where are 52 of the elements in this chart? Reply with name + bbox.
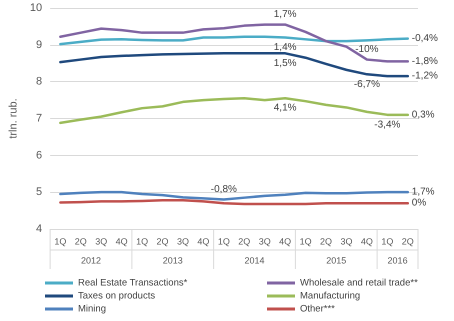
y-tick-label: 6 bbox=[36, 149, 42, 162]
y-tick-label: 5 bbox=[36, 186, 42, 198]
text: 2016 bbox=[388, 256, 408, 266]
annotation: -1,2% bbox=[412, 70, 438, 82]
x-tick-label: 1Q bbox=[218, 236, 230, 246]
annotation: -10% bbox=[355, 44, 379, 56]
annotation: 1,4% bbox=[274, 42, 297, 53]
annotation: -3,4% bbox=[374, 119, 401, 130]
y-tick-label: 10 bbox=[30, 2, 42, 14]
line-series bbox=[59, 52, 410, 78]
y-tick-label: 9 bbox=[36, 38, 42, 51]
x-tick-label: 1Q bbox=[54, 236, 66, 246]
annotation: 0,3% bbox=[412, 109, 435, 120]
x-tick-label: 3Q bbox=[95, 236, 108, 246]
text: 2013 bbox=[162, 256, 183, 266]
x-tick-label: 1Q bbox=[300, 236, 312, 246]
annotation: 4,1% bbox=[274, 102, 297, 114]
annotation: -6,7% bbox=[354, 78, 380, 90]
y-tick-label: 7 bbox=[36, 112, 42, 124]
x-tick-label: 3Q bbox=[340, 236, 352, 246]
x-tick-label: 2Q bbox=[74, 236, 87, 246]
x-tick-label: 1Q bbox=[381, 236, 394, 246]
y-axis-title: trln. rub. bbox=[8, 98, 20, 139]
y-tick-label: 8 bbox=[36, 76, 42, 88]
legend-label: Real Estate Transactions* bbox=[78, 278, 188, 288]
annotation: -1,8% bbox=[412, 56, 438, 67]
x-tick-label: 4Q bbox=[197, 236, 210, 246]
x-tick-label: 1Q bbox=[136, 236, 148, 246]
legend-label: Mining bbox=[78, 304, 106, 314]
legend-label: Taxes on products bbox=[78, 290, 156, 302]
annotation: 1,5% bbox=[274, 58, 297, 69]
x-tick-label: 2Q bbox=[320, 236, 332, 246]
annotation: 0% bbox=[412, 198, 426, 209]
text: 2012 bbox=[80, 256, 102, 266]
x-tick-label: 4Q bbox=[116, 236, 128, 246]
annotation: 1,7% bbox=[412, 186, 435, 198]
y-tick-label: 4 bbox=[36, 223, 42, 235]
x-tick-label: 3Q bbox=[258, 236, 271, 246]
x-tick-label: 4Q bbox=[360, 236, 373, 246]
annotation: -0,4% bbox=[412, 33, 438, 44]
x-tick-label: 3Q bbox=[176, 236, 189, 246]
annotation: -0,8% bbox=[210, 184, 238, 196]
x-tick-label: 2Q bbox=[238, 236, 250, 246]
text: 2015 bbox=[326, 256, 346, 266]
legend-label: Other*** bbox=[300, 304, 336, 314]
legend-label: Wholesale and retail trade** bbox=[300, 278, 418, 288]
x-tick-label: 2Q bbox=[156, 236, 169, 246]
text: 2014 bbox=[244, 256, 265, 266]
x-tick-label: 4Q bbox=[279, 236, 292, 246]
annotation: 1,7% bbox=[274, 9, 297, 20]
x-tick-label: 2Q bbox=[402, 236, 414, 246]
legend-label: Manufacturing bbox=[300, 290, 360, 302]
